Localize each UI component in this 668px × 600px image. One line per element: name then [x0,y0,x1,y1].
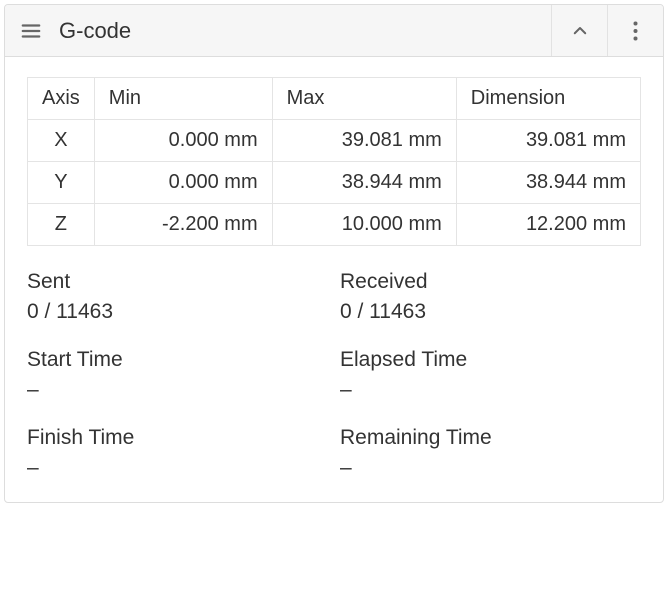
min-cell: 0.000 mm [94,162,272,204]
dimension-cell: 38.944 mm [456,162,640,204]
stat-value: 0 / 11463 [27,300,328,324]
max-cell: 10.000 mm [272,204,456,246]
table-header-row: Axis Min Max Dimension [28,78,641,120]
panel-title: G-code [57,5,551,56]
axis-cell: Y [28,162,95,204]
axis-cell: X [28,120,95,162]
dimension-cell: 12.200 mm [456,204,640,246]
stat-value: – [340,456,641,480]
stat-label: Start Time [27,348,328,372]
stat-finish-time: Finish Time – [27,426,328,480]
min-cell: -2.200 mm [94,204,272,246]
stat-label: Received [340,270,641,294]
more-button[interactable] [607,5,663,56]
stats-grid: Sent 0 / 11463 Received 0 / 11463 Start … [27,270,641,480]
panel-header: G-code [5,5,663,57]
dimension-cell: 39.081 mm [456,120,640,162]
stat-start-time: Start Time – [27,348,328,402]
stat-label: Elapsed Time [340,348,641,372]
stat-value: – [340,378,641,402]
kebab-icon [633,21,638,41]
gcode-panel: G-code Axis Min Max Dimension X 0.000 mm [4,4,664,503]
hamburger-icon [20,20,42,42]
max-cell: 39.081 mm [272,120,456,162]
stat-label: Sent [27,270,328,294]
min-cell: 0.000 mm [94,120,272,162]
stat-value: – [27,456,328,480]
stat-label: Finish Time [27,426,328,450]
stat-value: 0 / 11463 [340,300,641,324]
col-header-max: Max [272,78,456,120]
table-row: Z -2.200 mm 10.000 mm 12.200 mm [28,204,641,246]
table-row: Y 0.000 mm 38.944 mm 38.944 mm [28,162,641,204]
panel-body: Axis Min Max Dimension X 0.000 mm 39.081… [5,57,663,502]
table-row: X 0.000 mm 39.081 mm 39.081 mm [28,120,641,162]
axes-table: Axis Min Max Dimension X 0.000 mm 39.081… [27,77,641,246]
menu-button[interactable] [5,5,57,56]
stat-elapsed-time: Elapsed Time – [340,348,641,402]
axis-cell: Z [28,204,95,246]
col-header-axis: Axis [28,78,95,120]
col-header-dimension: Dimension [456,78,640,120]
max-cell: 38.944 mm [272,162,456,204]
stat-remaining-time: Remaining Time – [340,426,641,480]
stat-received: Received 0 / 11463 [340,270,641,324]
col-header-min: Min [94,78,272,120]
stat-value: – [27,378,328,402]
stat-label: Remaining Time [340,426,641,450]
chevron-up-icon [571,22,589,40]
collapse-button[interactable] [551,5,607,56]
stat-sent: Sent 0 / 11463 [27,270,328,324]
